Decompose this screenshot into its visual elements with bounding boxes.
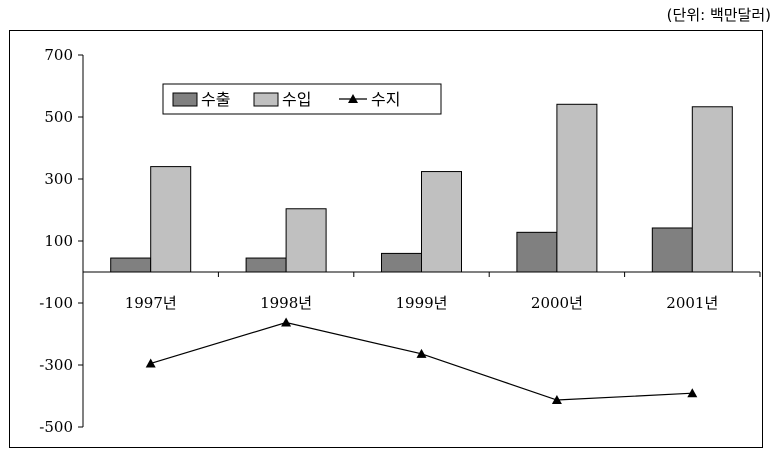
y-tick-label: -100 [39,294,73,312]
x-category-label: 1998년 [260,294,312,312]
legend-swatch-import [253,92,279,107]
x-category-label: 1997년 [125,294,177,312]
x-category-label: 2001년 [666,294,718,312]
legend-swatch-export [172,92,198,107]
bar-export [245,257,287,273]
y-tick-label: 100 [44,232,73,250]
bar-import [421,171,462,273]
y-tick-label: 500 [44,108,73,126]
legend-label-import: 수입 [282,90,311,109]
y-tick-label: -500 [39,418,73,436]
y-tick-label: 300 [44,170,73,188]
y-tick-label: -300 [39,356,73,374]
x-category-label: 2000년 [531,294,583,312]
bar-import [285,208,327,273]
legend-box [162,83,442,115]
balance-point [145,358,156,368]
bar-export [651,227,693,273]
balance-point [281,317,292,327]
bar-export [381,252,422,273]
label-layer: 1997년 1998년 1999년 2000년 2001년 [125,294,719,312]
balance-point [416,348,427,358]
line-layer [145,317,698,405]
bar-import [150,166,192,273]
bar-export [516,231,558,273]
legend-marker-balance [348,94,358,103]
bar-layer [110,103,733,273]
balance-point [687,388,698,398]
legend-label-export: 수출 [201,90,230,109]
x-category-label: 1999년 [396,294,448,312]
balance-point [551,395,562,405]
legend-label-balance: 수지 [371,90,400,109]
y-tick-label: 700 [44,46,73,64]
unit-label: (단위: 백만달러) [666,6,771,24]
bar-import [556,103,598,273]
bar-import [691,106,733,273]
plot-frame [9,30,763,448]
bar-export [110,257,152,273]
legend: 수출 수입 수지 [162,83,442,115]
balance-line [150,321,693,401]
